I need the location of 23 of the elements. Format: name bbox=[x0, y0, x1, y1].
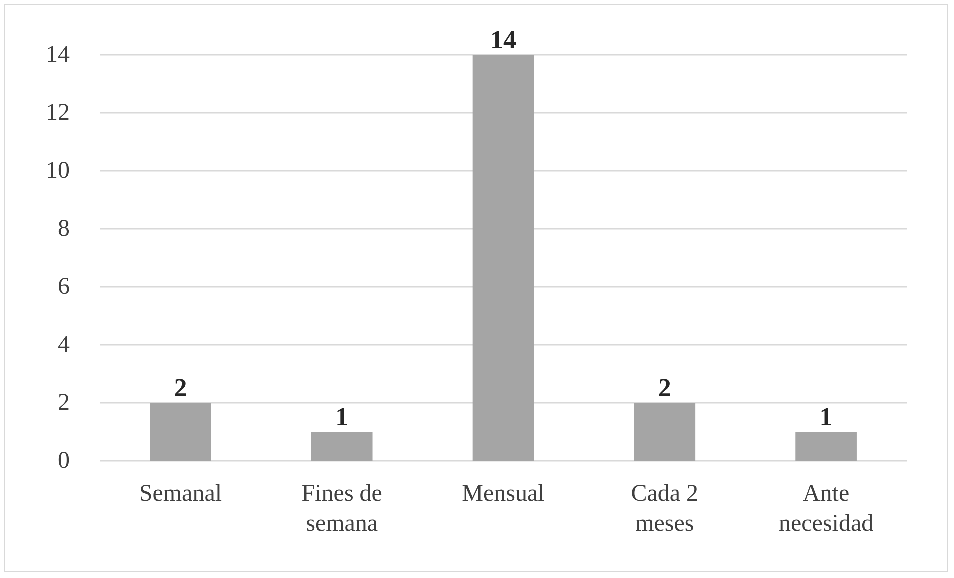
data-label: 1 bbox=[820, 402, 833, 432]
y-tick-label: 4 bbox=[58, 332, 70, 358]
y-tick-label: 10 bbox=[46, 158, 70, 184]
data-label: 14 bbox=[490, 26, 516, 54]
x-tick-label: Mensual bbox=[462, 481, 546, 507]
x-tick-label: Fines de semana bbox=[302, 481, 382, 537]
y-tick-label: 2 bbox=[58, 390, 70, 416]
data-label: 2 bbox=[174, 374, 188, 402]
x-tick-label: Ante necesidad bbox=[778, 481, 874, 537]
y-tick-label: 6 bbox=[58, 274, 70, 300]
bar bbox=[472, 55, 534, 461]
y-tick-label: 0 bbox=[58, 448, 70, 474]
x-tick-label: Semanal bbox=[139, 481, 222, 507]
y-tick-label: 12 bbox=[46, 100, 70, 126]
bar bbox=[311, 432, 373, 461]
bar bbox=[150, 403, 212, 461]
data-label: 2 bbox=[658, 374, 672, 402]
bar bbox=[796, 432, 857, 461]
y-tick-label: 14 bbox=[46, 42, 70, 68]
bar bbox=[634, 403, 696, 461]
x-tick-label: Cada 2 meses bbox=[631, 481, 699, 537]
data-label: 1 bbox=[336, 402, 349, 432]
y-tick-label: 8 bbox=[58, 216, 70, 242]
